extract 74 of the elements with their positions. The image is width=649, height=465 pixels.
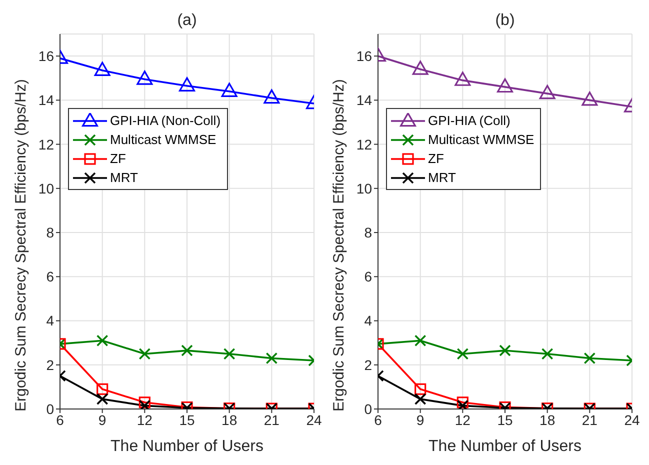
legend-label: ZF: [110, 151, 126, 166]
x-tick-label: 21: [582, 412, 598, 428]
point: [181, 344, 193, 356]
point: [138, 400, 151, 409]
x-tick-label: 18: [540, 412, 556, 428]
point: [264, 89, 280, 104]
point: [136, 70, 153, 85]
point: [582, 92, 598, 106]
y-tick-label: 8: [46, 224, 54, 240]
legend-label: Multicast WMMSE: [110, 132, 216, 147]
y-tick-label: 10: [356, 180, 372, 196]
y-tick-label: 6: [364, 268, 372, 285]
y-axis-title: Ergodic Sum Secrecy Spectral Efficiency (bps/Hz): [330, 79, 348, 412]
legend-label: ZF: [428, 151, 444, 166]
point: [584, 352, 596, 364]
chart-title: (a): [176, 12, 198, 30]
x-tick-label: 9: [416, 412, 424, 428]
point: [96, 383, 108, 395]
point: [454, 72, 471, 86]
y-tick-label: 2: [46, 356, 54, 373]
point: [179, 77, 195, 92]
y-tick-label: 8: [364, 224, 372, 240]
y-tick-label: 12: [38, 136, 54, 152]
x-tick-label: 6: [374, 412, 382, 428]
y-tick-label: 0: [46, 400, 54, 417]
y-tick-label: 4: [46, 312, 54, 329]
x-tick-label: 15: [497, 412, 513, 428]
point: [541, 348, 554, 360]
y-tick-label: 6: [46, 268, 54, 285]
point: [497, 78, 513, 93]
point: [96, 334, 108, 347]
x-tick-label: 24: [624, 412, 640, 428]
x-tick-label: 15: [179, 412, 195, 428]
legend-label: MRT: [110, 170, 138, 185]
legend-label: Multicast WMMSE: [428, 132, 534, 147]
point: [499, 344, 511, 356]
y-tick-label: 2: [364, 356, 372, 373]
point: [456, 400, 469, 409]
legend-label: GPI-HIA (Coll): [428, 113, 510, 128]
x-tick-label: 12: [454, 412, 471, 428]
y-tick-label: 12: [356, 136, 372, 152]
x-axis-title: The Number of Users: [110, 438, 264, 455]
point: [223, 348, 236, 360]
point: [221, 82, 238, 97]
point: [266, 352, 278, 364]
point: [138, 348, 151, 360]
point: [414, 393, 426, 405]
y-axis-title: Ergodic Sum Secrecy Spectral Efficiency (bps/Hz): [12, 79, 30, 412]
point: [456, 348, 469, 360]
chart-title: (b): [494, 12, 516, 30]
x-tick-label: 24: [306, 412, 322, 428]
x-tick-label: 21: [264, 412, 280, 428]
y-tick-label: 10: [38, 180, 54, 196]
y-tick-label: 14: [356, 92, 372, 108]
x-axis-title: The Number of Users: [428, 438, 582, 455]
y-tick-label: 0: [364, 400, 372, 417]
x-tick-label: 9: [98, 412, 106, 428]
point: [456, 396, 468, 408]
y-tick-label: 4: [364, 312, 372, 329]
y-tick-label: 16: [356, 48, 372, 64]
point: [539, 84, 556, 100]
x-tick-label: 6: [56, 412, 64, 428]
legend-label: GPI-HIA (Non-Coll): [110, 113, 221, 128]
point: [94, 62, 110, 76]
y-tick-label: 16: [38, 48, 54, 64]
x-tick-label: 18: [222, 412, 238, 428]
point: [414, 383, 426, 395]
point: [96, 393, 108, 405]
point: [414, 334, 426, 347]
y-tick-label: 14: [38, 92, 54, 108]
point: [138, 396, 150, 408]
x-tick-label: 12: [136, 412, 153, 428]
legend-label: MRT: [428, 170, 456, 185]
point: [412, 60, 428, 75]
